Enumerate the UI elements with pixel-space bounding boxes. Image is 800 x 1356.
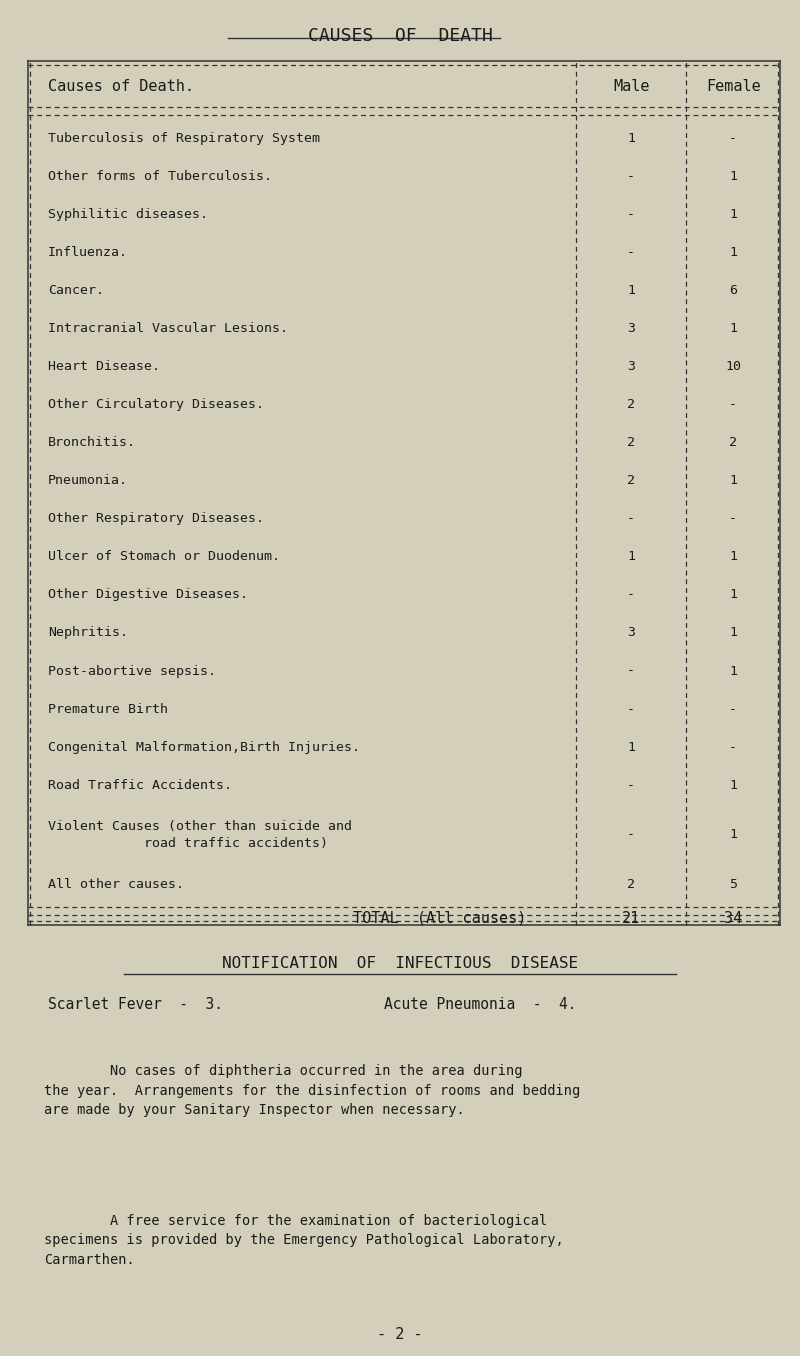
Text: Bronchitis.: Bronchitis. <box>48 437 136 449</box>
Text: -: - <box>627 245 635 259</box>
Text: -: - <box>627 829 635 841</box>
Text: 1: 1 <box>730 778 738 792</box>
Text: Other Digestive Diseases.: Other Digestive Diseases. <box>48 589 248 602</box>
Text: 2: 2 <box>627 437 635 449</box>
Text: 1: 1 <box>730 829 738 841</box>
Text: Syphilitic diseases.: Syphilitic diseases. <box>48 207 208 221</box>
Text: 6: 6 <box>730 283 738 297</box>
Text: 3: 3 <box>627 361 635 373</box>
Text: - 2 -: - 2 - <box>377 1328 423 1342</box>
Text: 1: 1 <box>730 589 738 602</box>
Text: Other forms of Tuberculosis.: Other forms of Tuberculosis. <box>48 170 272 183</box>
Text: -: - <box>627 207 635 221</box>
Text: All other causes.: All other causes. <box>48 877 184 891</box>
Text: Female: Female <box>706 79 761 94</box>
Text: 1: 1 <box>730 245 738 259</box>
Text: No cases of diphtheria occurred in the area during
the year.  Arrangements for t: No cases of diphtheria occurred in the a… <box>44 1064 580 1117</box>
Text: A free service for the examination of bacteriological
specimens is provided by t: A free service for the examination of ba… <box>44 1214 564 1267</box>
Text: -: - <box>730 740 738 754</box>
Text: -: - <box>627 664 635 678</box>
Text: 1: 1 <box>627 132 635 145</box>
Text: 3: 3 <box>627 626 635 640</box>
Text: 1: 1 <box>730 207 738 221</box>
Text: -: - <box>730 702 738 716</box>
Text: Other Circulatory Diseases.: Other Circulatory Diseases. <box>48 399 264 411</box>
Text: Congenital Malformation,Birth Injuries.: Congenital Malformation,Birth Injuries. <box>48 740 360 754</box>
Text: 1: 1 <box>730 551 738 563</box>
Text: 2: 2 <box>627 877 635 891</box>
Text: Pneumonia.: Pneumonia. <box>48 475 128 487</box>
Text: 1: 1 <box>730 323 738 335</box>
Text: Tuberculosis of Respiratory System: Tuberculosis of Respiratory System <box>48 132 320 145</box>
Text: 2: 2 <box>730 437 738 449</box>
Text: -: - <box>730 513 738 525</box>
Text: 34: 34 <box>724 910 742 926</box>
Text: Influenza.: Influenza. <box>48 245 128 259</box>
Text: 1: 1 <box>730 626 738 640</box>
Text: -: - <box>627 702 635 716</box>
Text: -: - <box>730 132 738 145</box>
Text: -: - <box>627 589 635 602</box>
Text: -: - <box>627 170 635 183</box>
Text: Other Respiratory Diseases.: Other Respiratory Diseases. <box>48 513 264 525</box>
Text: Heart Disease.: Heart Disease. <box>48 361 160 373</box>
Text: 1: 1 <box>730 170 738 183</box>
Text: Scarlet Fever  -  3.: Scarlet Fever - 3. <box>48 997 223 1012</box>
Text: 3: 3 <box>627 323 635 335</box>
Text: 1: 1 <box>730 475 738 487</box>
Text: Intracranial Vascular Lesions.: Intracranial Vascular Lesions. <box>48 323 288 335</box>
Text: Causes of Death.: Causes of Death. <box>48 79 194 94</box>
Text: 1: 1 <box>627 283 635 297</box>
Text: 2: 2 <box>627 475 635 487</box>
Text: 10: 10 <box>725 361 741 373</box>
Text: Road Traffic Accidents.: Road Traffic Accidents. <box>48 778 232 792</box>
Text: 1: 1 <box>730 664 738 678</box>
Text: 21: 21 <box>622 910 640 926</box>
Text: 2: 2 <box>627 399 635 411</box>
Text: -: - <box>730 399 738 411</box>
Text: 5: 5 <box>730 877 738 891</box>
Text: -: - <box>627 513 635 525</box>
Text: -: - <box>627 778 635 792</box>
Text: Violent Causes (other than suicide and
            road traffic accidents): Violent Causes (other than suicide and r… <box>48 819 352 850</box>
Text: Premature Birth: Premature Birth <box>48 702 168 716</box>
Text: Nephritis.: Nephritis. <box>48 626 128 640</box>
Text: TOTAL  (All causes): TOTAL (All causes) <box>354 910 526 926</box>
Text: CAUSES  OF  DEATH: CAUSES OF DEATH <box>307 27 493 45</box>
Text: Male: Male <box>613 79 650 94</box>
Text: Ulcer of Stomach or Duodenum.: Ulcer of Stomach or Duodenum. <box>48 551 280 563</box>
Text: Post-abortive sepsis.: Post-abortive sepsis. <box>48 664 216 678</box>
Text: Cancer.: Cancer. <box>48 283 104 297</box>
Text: NOTIFICATION  OF  INFECTIOUS  DISEASE: NOTIFICATION OF INFECTIOUS DISEASE <box>222 956 578 971</box>
Text: 1: 1 <box>627 551 635 563</box>
Text: Acute Pneumonia  -  4.: Acute Pneumonia - 4. <box>384 997 577 1012</box>
Text: 1: 1 <box>627 740 635 754</box>
